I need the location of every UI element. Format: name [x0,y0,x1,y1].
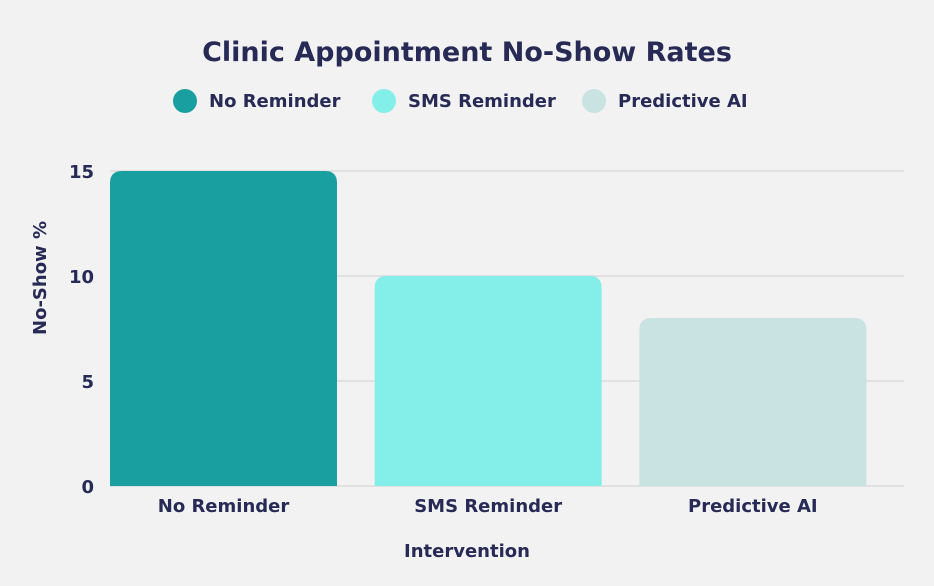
legend-marker-sms-reminder [372,89,396,113]
y-axis-ticks: 0 5 10 15 [69,162,94,498]
x-axis-ticks: No Reminder SMS Reminder Predictive AI [158,496,818,517]
legend: No Reminder SMS Reminder Predictive AI [173,89,748,113]
legend-marker-no-reminder [173,89,197,113]
legend-item-predictive-ai: Predictive AI [582,89,748,113]
legend-item-no-reminder: No Reminder [173,89,341,113]
x-tick-label-no-reminder: No Reminder [158,496,290,517]
bars [110,171,867,486]
y-axis-title: No-Show % [30,221,51,335]
x-axis-title: Intervention [404,541,530,562]
legend-label-no-reminder: No Reminder [209,91,341,112]
legend-label-predictive-ai: Predictive AI [618,91,748,112]
y-tick-label-10: 10 [69,267,94,288]
chart-title: Clinic Appointment No-Show Rates [202,37,732,68]
x-tick-label-predictive-ai: Predictive AI [688,496,818,517]
bar-sms-reminder [374,276,602,486]
y-tick-label-0: 0 [81,477,94,498]
x-tick-label-sms-reminder: SMS Reminder [414,496,562,517]
legend-item-sms-reminder: SMS Reminder [372,89,556,113]
legend-marker-predictive-ai [582,89,606,113]
y-tick-label-15: 15 [69,162,94,183]
bar-predictive-ai [639,318,867,486]
legend-label-sms-reminder: SMS Reminder [408,91,556,112]
bar-no-reminder [110,171,337,486]
y-tick-label-5: 5 [81,372,94,393]
